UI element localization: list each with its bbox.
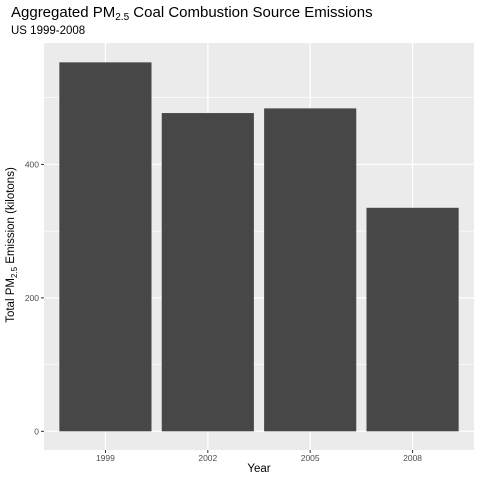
- bar-2008: [366, 207, 459, 432]
- chart-title: Aggregated PM2.5 Coal Combustion Source …: [11, 4, 373, 23]
- x-axis: 1999 2002 2005 2008: [96, 450, 422, 463]
- x-tick-label: 2008: [403, 453, 422, 463]
- x-axis-title: Year: [247, 463, 270, 475]
- bar-1999: [59, 62, 152, 432]
- y-tick-label: 0: [34, 426, 39, 436]
- bars: [59, 62, 459, 432]
- chart-subtitle: US 1999-2008: [11, 25, 85, 37]
- bar-2005: [264, 108, 357, 432]
- y-axis-title-suffix: Emission (kilotons): [5, 167, 17, 267]
- bar-2002: [161, 113, 254, 432]
- x-tick-label: 2002: [198, 453, 217, 463]
- x-tick-label: 2005: [301, 453, 320, 463]
- y-axis-title: Total PM2.5 Emission (kilotons): [5, 167, 19, 323]
- x-tick-label: 1999: [96, 453, 115, 463]
- y-axis: 0 200 400: [25, 159, 44, 436]
- y-tick-label: 400: [25, 159, 39, 169]
- chart-title-subscript: 2.5: [115, 12, 129, 23]
- chart-title-suffix: Coal Combustion Source Emissions: [129, 4, 372, 21]
- y-tick-label: 200: [25, 293, 39, 303]
- y-axis-title-subscript: 2.5: [10, 266, 19, 278]
